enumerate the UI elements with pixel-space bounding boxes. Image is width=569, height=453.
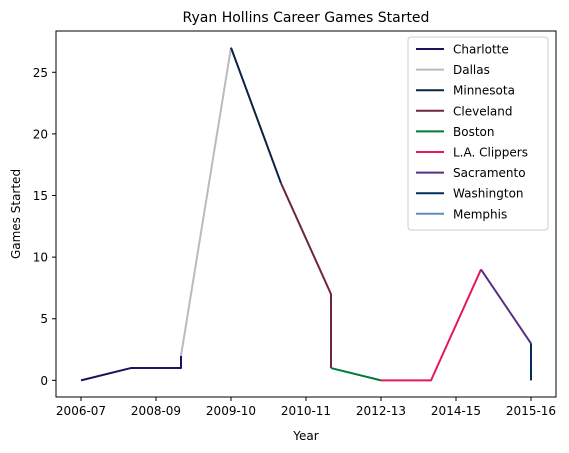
y-tick-label: 20 bbox=[33, 127, 48, 141]
plot-lines bbox=[80, 47, 532, 382]
y-tick-label: 0 bbox=[40, 374, 48, 388]
legend-label-boston: Boston bbox=[453, 125, 494, 139]
x-tick-label: 2008-09 bbox=[131, 404, 181, 418]
x-axis-label: Year bbox=[292, 429, 318, 443]
x-tick-label: 2009-10 bbox=[206, 404, 256, 418]
y-axis: 0 5 10 15 20 25 bbox=[33, 66, 56, 388]
x-tick-label: 2010-11 bbox=[281, 404, 331, 418]
series-line-l-a-clippers bbox=[381, 269, 482, 382]
series-line-cleveland bbox=[280, 182, 332, 369]
x-tick-label: 2015-16 bbox=[506, 404, 556, 418]
legend-label-cleveland: Cleveland bbox=[453, 104, 513, 118]
y-tick-label: 10 bbox=[33, 251, 48, 265]
chart-title: Ryan Hollins Career Games Started bbox=[183, 10, 430, 26]
y-tick-label: 5 bbox=[40, 312, 48, 326]
legend-label-dallas: Dallas bbox=[453, 63, 490, 77]
legend-label-l-a-clippers: L.A. Clippers bbox=[453, 146, 528, 160]
legend-label-memphis: Memphis bbox=[453, 207, 507, 221]
series-line-minnesota bbox=[230, 47, 282, 184]
x-tick-label: 2006-07 bbox=[56, 404, 106, 418]
x-axis: 2006-07 2008-09 2009-10 2010-11 2012-13 2014-… bbox=[56, 397, 556, 418]
y-tick-label: 15 bbox=[33, 189, 48, 203]
y-axis-label: Games Started bbox=[9, 169, 23, 259]
x-tick-label: 2012-13 bbox=[356, 404, 406, 418]
legend-label-washington: Washington bbox=[453, 187, 524, 201]
series-line-sacramento bbox=[480, 268, 532, 344]
y-tick-label: 25 bbox=[33, 66, 48, 80]
legend-label-charlotte: Charlotte bbox=[453, 43, 509, 57]
series-line-boston bbox=[330, 367, 382, 382]
legend-label-sacramento: Sacramento bbox=[453, 166, 526, 180]
x-tick-label: 2014-15 bbox=[431, 404, 481, 418]
legend-box bbox=[407, 36, 549, 231]
legend: Charlotte Dallas Minnesota Cleveland Boston L… bbox=[407, 36, 549, 231]
series-line-charlotte bbox=[80, 355, 182, 382]
legend-label-minnesota: Minnesota bbox=[453, 84, 515, 98]
series-line-dallas bbox=[180, 47, 232, 356]
